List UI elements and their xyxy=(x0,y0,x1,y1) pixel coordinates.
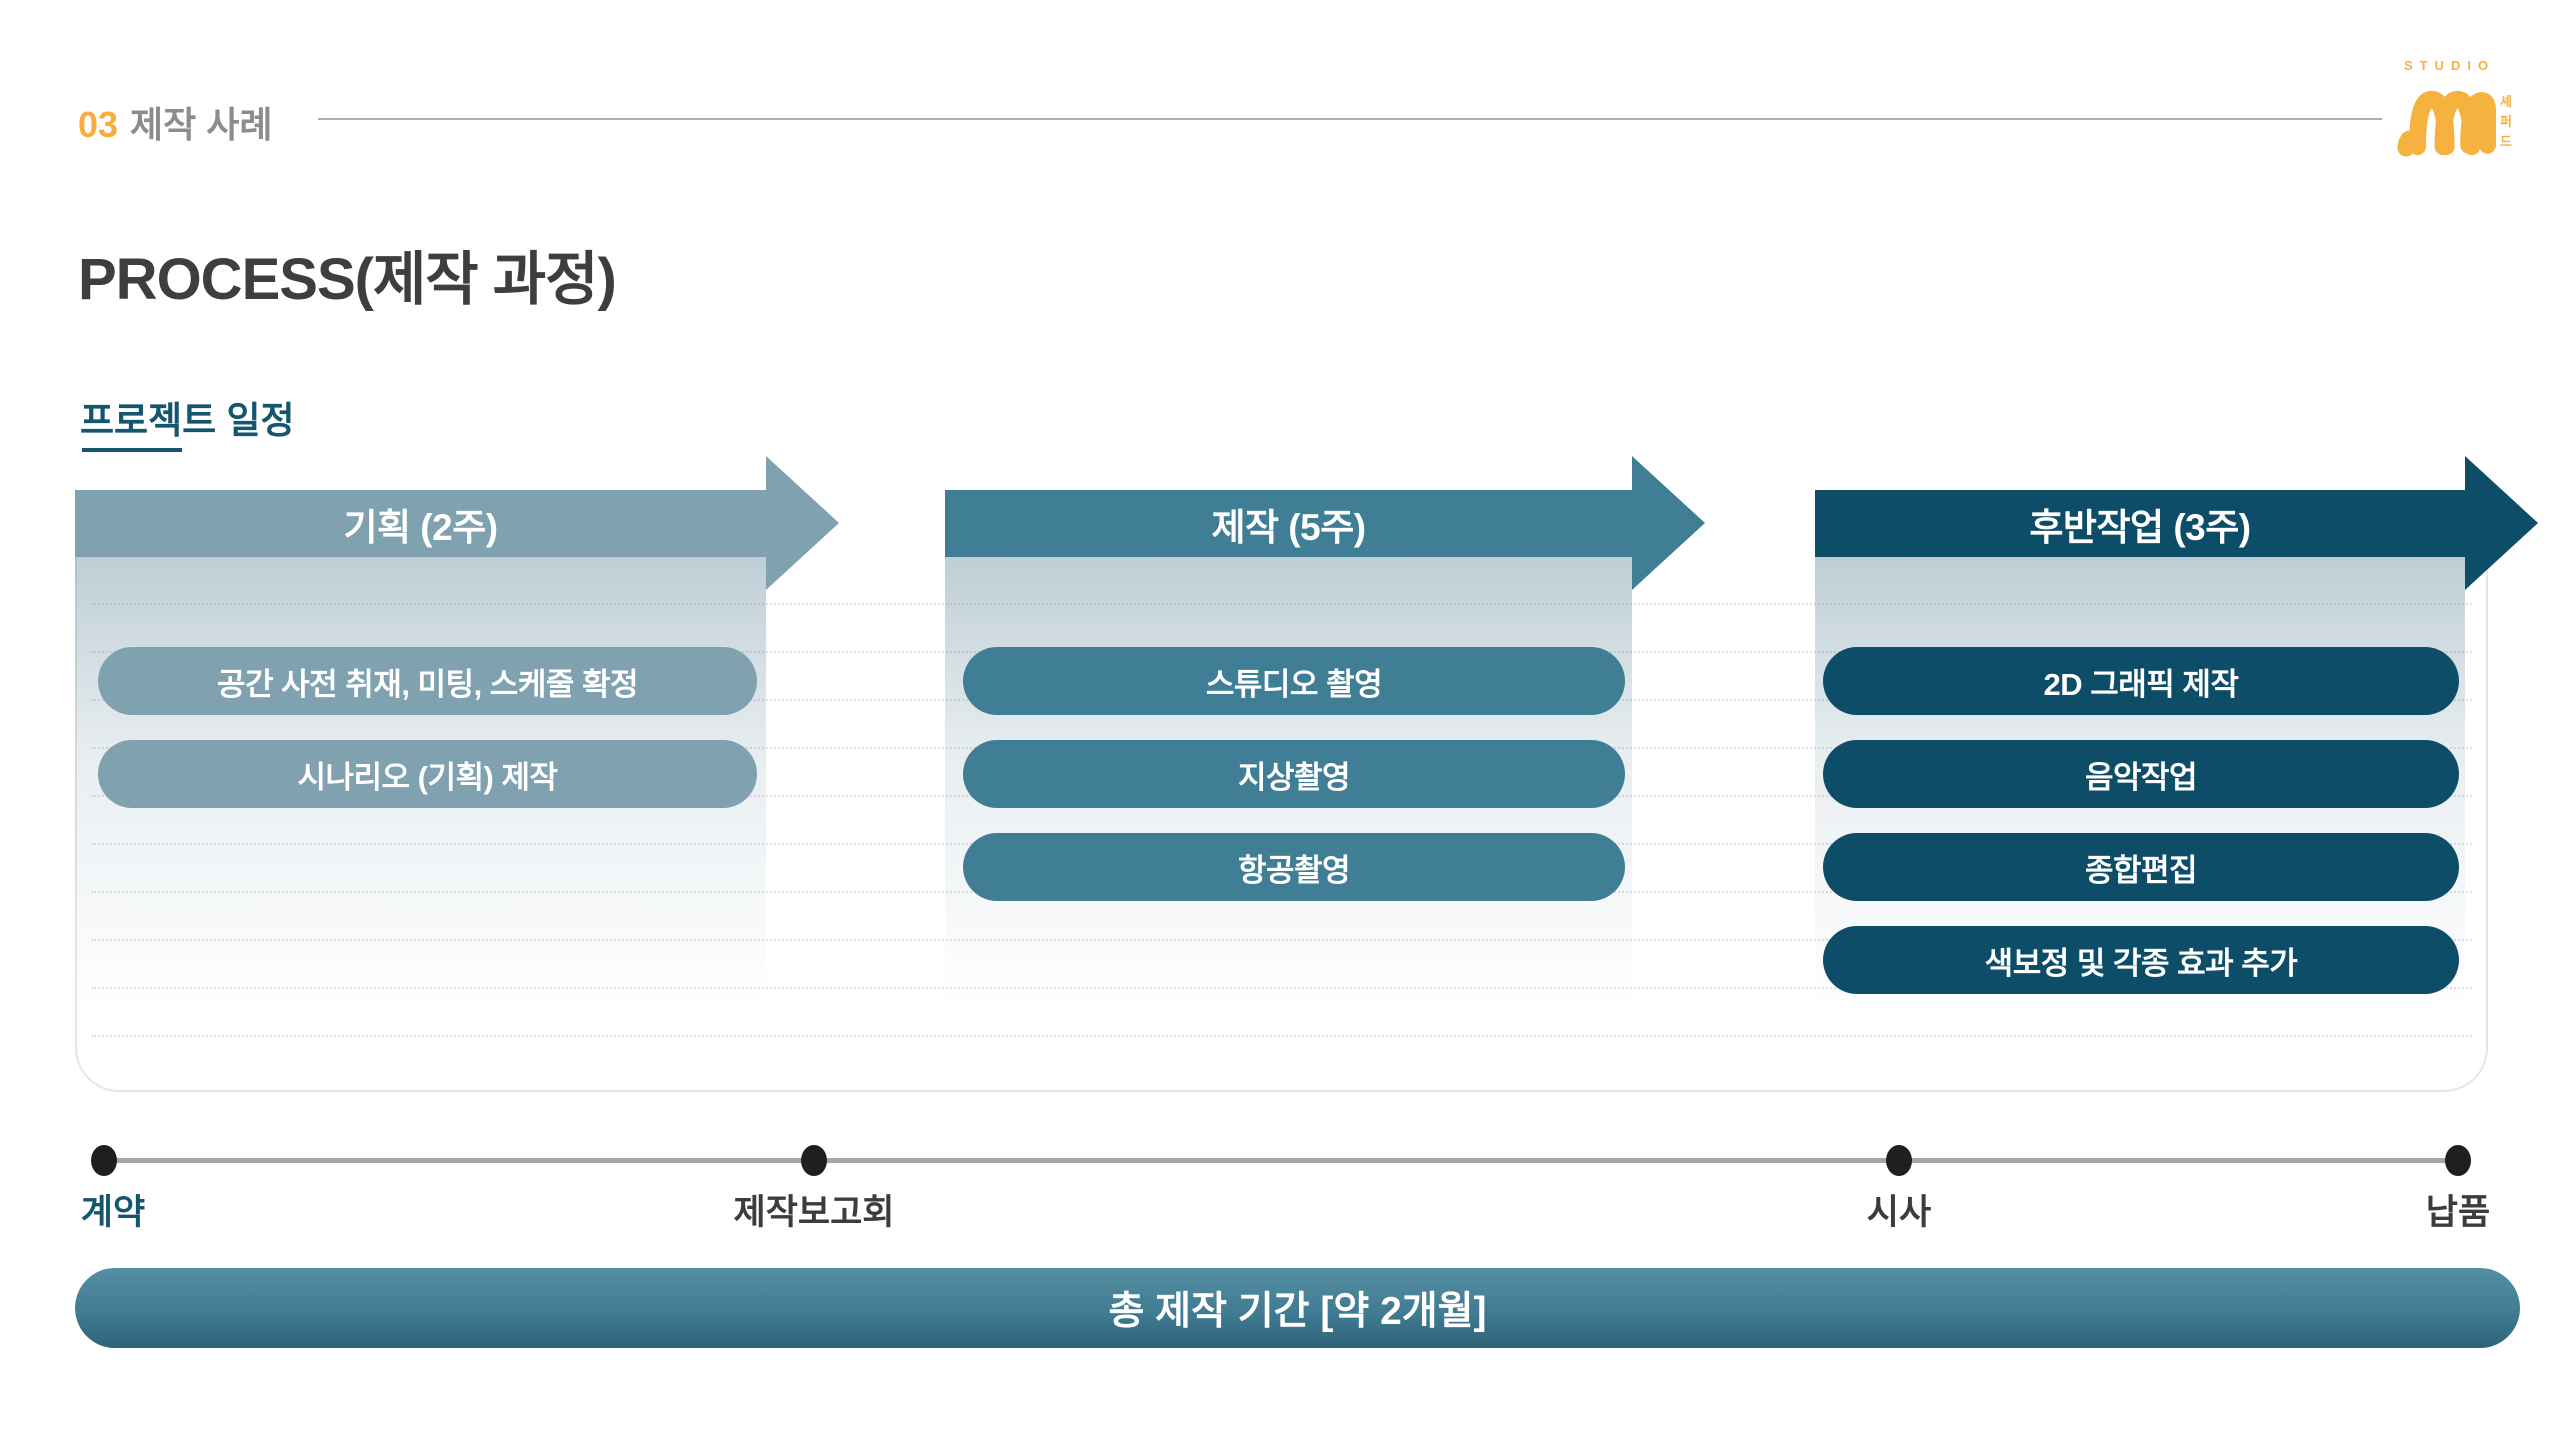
studio-logo: STUDIO 셰퍼드 xyxy=(2394,50,2524,180)
phase-label: 제작 (5주) xyxy=(1211,506,1366,548)
timeline-dot xyxy=(91,1145,117,1176)
timeline-dot xyxy=(1886,1145,1912,1176)
task-label: 음악작업 xyxy=(2084,759,2198,795)
phase-arrow-bar: 기획 (2주) xyxy=(75,490,766,557)
total-duration-label: 총 제작 기간 [약 2개월] xyxy=(1108,1290,1487,1333)
section-title: 제작 사례 xyxy=(130,104,273,145)
logo-vertical-text: 셰퍼드 xyxy=(2500,94,2512,150)
task-label: 시나리오 (기획) 제작 xyxy=(297,759,558,795)
task-pill: 지상촬영 xyxy=(963,740,1625,808)
phase-arrow-bar: 제작 (5주) xyxy=(945,490,1632,557)
section-underline xyxy=(82,448,182,452)
task-pill: 시나리오 (기획) 제작 xyxy=(98,740,757,808)
arrow-head-icon xyxy=(1632,456,1705,590)
task-label: 2D 그래픽 제작 xyxy=(2043,666,2239,702)
phase-arrow-bar: 후반작업 (3주) xyxy=(1815,490,2465,557)
timeline-dot xyxy=(2445,1145,2471,1176)
task-pill: 색보정 및 각종 효과 추가 xyxy=(1823,926,2459,994)
page-title: PROCESS(제작 과정) xyxy=(78,247,617,312)
task-label: 항공촬영 xyxy=(1237,852,1351,888)
total-duration-bar: 총 제작 기간 [약 2개월] xyxy=(75,1268,2520,1348)
task-label: 스튜디오 촬영 xyxy=(1205,666,1383,702)
arrow-head-icon xyxy=(766,456,839,590)
task-label: 지상촬영 xyxy=(1237,759,1351,795)
timeline-line xyxy=(104,1158,2458,1163)
logo-m-icon xyxy=(2397,90,2496,157)
gridline xyxy=(91,1035,2472,1037)
task-pill: 종합편집 xyxy=(1823,833,2459,901)
logo-studio-text: STUDIO xyxy=(2403,58,2496,73)
task-pill: 음악작업 xyxy=(1823,740,2459,808)
task-label: 종합편집 xyxy=(2084,852,2198,888)
milestone-label-contract: 계약 xyxy=(80,1193,146,1232)
task-pill: 항공촬영 xyxy=(963,833,1625,901)
task-pill: 공간 사전 취재, 미팅, 스케줄 확정 xyxy=(98,647,757,715)
milestone-label-delivery: 납품 xyxy=(2425,1193,2491,1232)
section-label: 프로젝트 일정 xyxy=(80,400,295,441)
phase-postproduction: 후반작업 (3주) 2D 그래픽 제작 음악작업 종합편집 색보정 및 각종 효… xyxy=(1815,456,2560,1066)
slide-header: 03 제작 사례 xyxy=(78,96,273,148)
phase-label: 후반작업 (3주) xyxy=(2029,506,2251,548)
arrow-head-icon xyxy=(2465,456,2538,590)
task-pill: 2D 그래픽 제작 xyxy=(1823,647,2459,715)
phase-production: 제작 (5주) 스튜디오 촬영 지상촬영 항공촬영 xyxy=(945,456,1735,1066)
task-pill: 스튜디오 촬영 xyxy=(963,647,1625,715)
timeline-dot xyxy=(801,1145,827,1176)
header-divider xyxy=(318,118,2382,120)
task-label: 공간 사전 취재, 미팅, 스케줄 확정 xyxy=(216,666,639,702)
phase-label: 기획 (2주) xyxy=(343,506,498,548)
phase-planning: 기획 (2주) 공간 사전 취재, 미팅, 스케줄 확정 시나리오 (기획) 제… xyxy=(75,456,865,1066)
task-label: 색보정 및 각종 효과 추가 xyxy=(1984,945,2298,981)
milestone-label-report: 제작보고회 xyxy=(733,1193,895,1232)
milestone-label-preview: 시사 xyxy=(1866,1193,1932,1232)
section-number: 03 xyxy=(78,104,119,145)
